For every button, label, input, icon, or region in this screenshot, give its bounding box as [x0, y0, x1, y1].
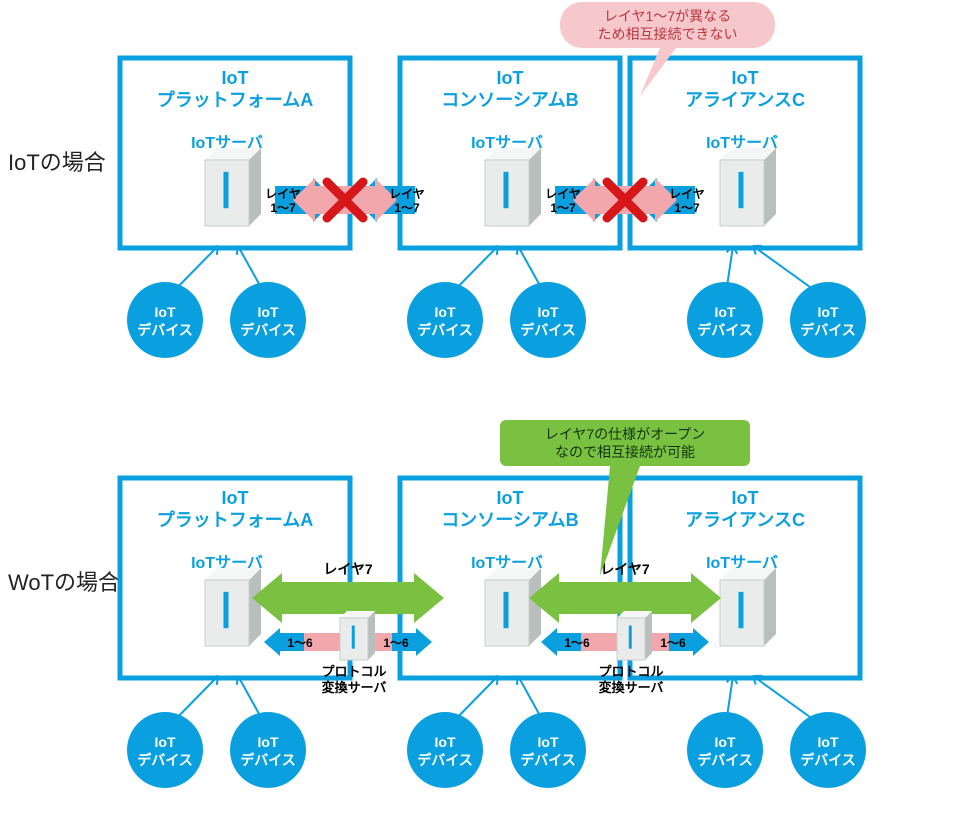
svg-text:1～6: 1～6 [287, 636, 313, 650]
svg-text:IoTの場合: IoTの場合 [8, 150, 106, 175]
svg-text:レイヤ: レイヤ [265, 187, 301, 201]
svg-text:IoT: IoT [538, 304, 559, 320]
server-icon [720, 148, 776, 226]
svg-text:デバイス: デバイス [697, 322, 753, 338]
svg-text:IoT: IoT [497, 488, 524, 508]
iot-device: IoT デバイス [687, 712, 763, 788]
svg-text:デバイス: デバイス [240, 322, 296, 338]
svg-text:変換サーバ: 変換サーバ [322, 680, 387, 695]
svg-text:1～7: 1～7 [674, 201, 700, 215]
iot-device: IoT デバイス [127, 282, 203, 358]
svg-text:IoT: IoT [435, 734, 456, 750]
svg-text:コンソーシアムB: コンソーシアムB [441, 510, 578, 530]
svg-text:IoT: IoT [732, 488, 759, 508]
server-icon [617, 611, 652, 660]
svg-text:アライアンスC: アライアンスC [685, 510, 805, 530]
iot-device: IoT デバイス [407, 712, 483, 788]
svg-text:デバイス: デバイス [520, 322, 576, 338]
svg-text:レイヤ7: レイヤ7 [323, 561, 373, 577]
iot-section: IoTの場合IoTプラットフォームAIoTコンソーシアムBIoTアライアンスCI… [8, 2, 866, 358]
svg-text:IoT: IoT [715, 734, 736, 750]
iot-device: IoT デバイス [230, 712, 306, 788]
svg-text:デバイス: デバイス [800, 322, 856, 338]
svg-text:レイヤ1～7が異なる: レイヤ1～7が異なる [604, 8, 731, 24]
svg-text:なので相互接続が可能: なので相互接続が可能 [555, 444, 695, 460]
svg-text:デバイス: デバイス [417, 322, 473, 338]
iot-device: IoT デバイス [790, 282, 866, 358]
svg-text:デバイス: デバイス [417, 752, 473, 768]
iot-device: IoT デバイス [510, 712, 586, 788]
svg-text:変換サーバ: 変換サーバ [599, 680, 664, 695]
server-icon [340, 611, 375, 660]
svg-text:デバイス: デバイス [697, 752, 753, 768]
svg-text:IoT: IoT [818, 304, 839, 320]
svg-text:IoT: IoT [715, 304, 736, 320]
svg-text:IoT: IoT [155, 304, 176, 320]
diagram-svg: IoTの場合IoTプラットフォームAIoTコンソーシアムBIoTアライアンスCI… [0, 0, 960, 816]
server-icon [720, 568, 776, 646]
server-icon [205, 148, 261, 226]
wot-section: WoTの場合IoTプラットフォームAIoTコンソーシアムBIoTアライアンスCI… [8, 420, 866, 788]
server-icon [205, 568, 261, 646]
iot-device: IoT デバイス [687, 282, 763, 358]
svg-text:プロトコル: プロトコル [321, 664, 386, 679]
iot-device: IoT デバイス [127, 712, 203, 788]
svg-text:1～7: 1～7 [394, 201, 420, 215]
svg-text:1～6: 1～6 [383, 636, 409, 650]
svg-text:IoT: IoT [435, 304, 456, 320]
svg-text:1～7: 1～7 [550, 201, 576, 215]
svg-text:IoT: IoT [155, 734, 176, 750]
svg-text:レイヤ: レイヤ [545, 187, 581, 201]
server-icon [485, 148, 541, 226]
svg-text:プラットフォームA: プラットフォームA [157, 509, 313, 530]
svg-text:IoT: IoT [258, 734, 279, 750]
svg-text:デバイス: デバイス [520, 752, 576, 768]
svg-text:1～6: 1～6 [660, 636, 686, 650]
svg-text:IoT: IoT [732, 68, 759, 88]
svg-text:IoT: IoT [497, 68, 524, 88]
svg-text:1～6: 1～6 [564, 636, 590, 650]
svg-text:レイヤ: レイヤ [669, 187, 705, 201]
iot-device: IoT デバイス [790, 712, 866, 788]
svg-text:アライアンスC: アライアンスC [685, 90, 805, 110]
svg-text:プラットフォームA: プラットフォームA [157, 89, 313, 110]
svg-text:IoT: IoT [818, 734, 839, 750]
svg-text:ため相互接続できない: ため相互接続できない [598, 26, 738, 42]
svg-text:デバイス: デバイス [240, 752, 296, 768]
svg-text:1～7: 1～7 [270, 201, 296, 215]
svg-text:プロトコル: プロトコル [598, 664, 663, 679]
iot-device: IoT デバイス [510, 282, 586, 358]
svg-text:IoT: IoT [538, 734, 559, 750]
server-icon [485, 568, 541, 646]
svg-text:レイヤ7の仕様がオープン: レイヤ7の仕様がオープン [545, 426, 706, 442]
svg-text:WoTの場合: WoTの場合 [8, 570, 120, 595]
svg-text:IoT: IoT [258, 304, 279, 320]
svg-text:コンソーシアムB: コンソーシアムB [441, 90, 578, 110]
callout-green: レイヤ7の仕様がオープンなので相互接続が可能 [500, 420, 750, 576]
iot-device: IoT デバイス [407, 282, 483, 358]
svg-text:IoT: IoT [222, 68, 249, 88]
svg-text:デバイス: デバイス [800, 752, 856, 768]
svg-text:デバイス: デバイス [137, 752, 193, 768]
svg-text:レイヤ7: レイヤ7 [600, 561, 650, 577]
svg-text:IoT: IoT [222, 488, 249, 508]
svg-text:デバイス: デバイス [137, 322, 193, 338]
iot-device: IoT デバイス [230, 282, 306, 358]
svg-text:レイヤ: レイヤ [389, 187, 425, 201]
